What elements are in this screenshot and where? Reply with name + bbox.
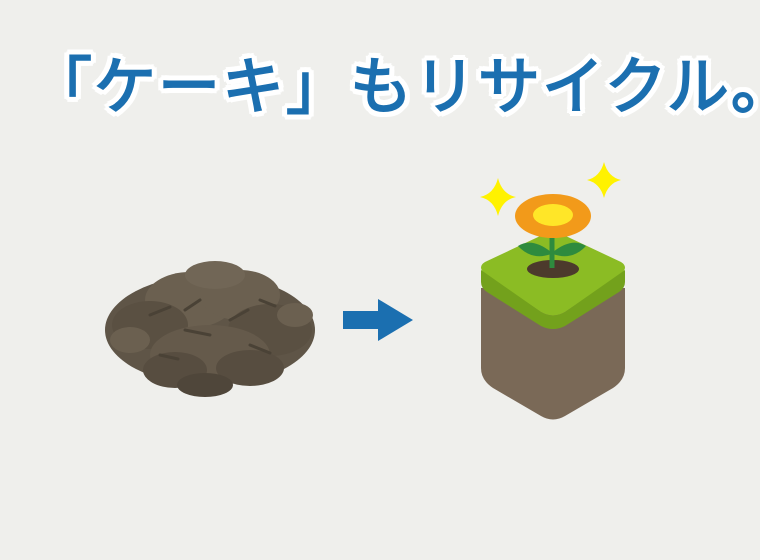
headline: 「ケーキ」もリサイクル。 — [30, 50, 760, 123]
sparkle-icon — [480, 162, 621, 216]
arrow-right-icon — [343, 299, 413, 341]
soil-block-icon — [481, 230, 625, 420]
compost-pile-icon — [105, 261, 315, 397]
flower-icon — [515, 194, 591, 268]
